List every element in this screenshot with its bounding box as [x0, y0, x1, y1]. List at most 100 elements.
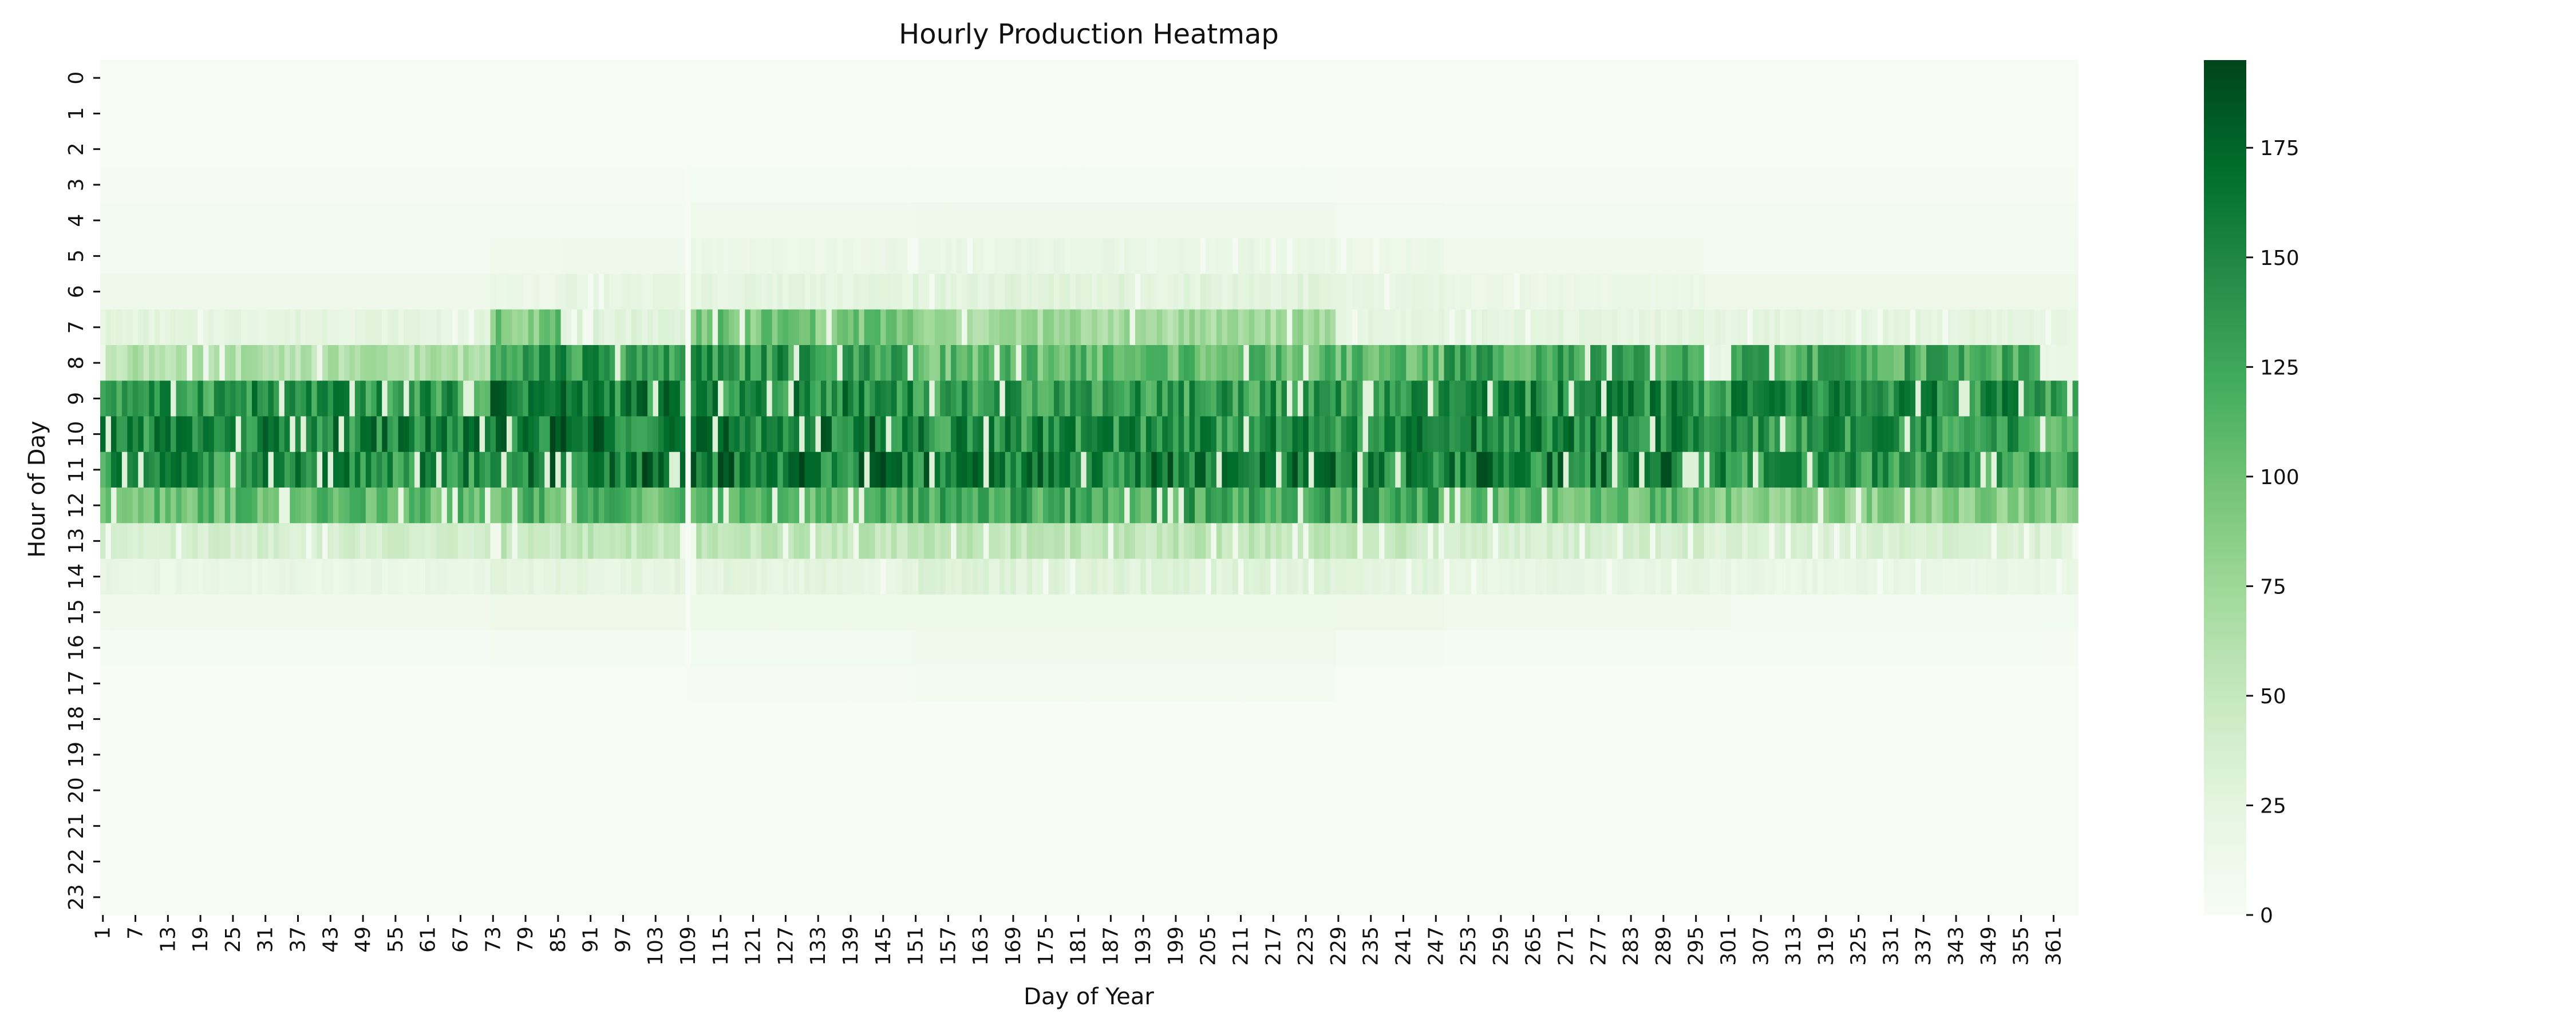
heatmap-cell: [371, 523, 377, 560]
heatmap-cell: [1156, 879, 1163, 916]
heatmap-cell: [116, 843, 123, 880]
heatmap-cell: [793, 96, 800, 132]
heatmap-cell: [940, 558, 946, 595]
heatmap-cell: [1010, 345, 1017, 381]
heatmap-cell: [815, 594, 821, 631]
heatmap-cell: [224, 238, 231, 275]
heatmap-cell: [875, 345, 881, 381]
heatmap-cell: [100, 345, 106, 381]
heatmap-cell: [187, 630, 193, 666]
heatmap-cell: [842, 167, 848, 203]
heatmap-cell: [457, 274, 464, 310]
heatmap-cell: [110, 488, 117, 524]
heatmap-cell: [962, 843, 968, 880]
heatmap-cell: [1021, 274, 1028, 310]
heatmap-cell: [690, 879, 697, 916]
heatmap-cell: [555, 238, 562, 275]
heatmap-cell: [837, 523, 843, 560]
heatmap-cell: [517, 558, 523, 595]
heatmap-cell: [810, 451, 816, 488]
heatmap-cell: [501, 381, 507, 417]
heatmap-cell: [696, 381, 702, 417]
heatmap-cell: [1010, 879, 1017, 916]
heatmap-cell: [208, 665, 215, 702]
heatmap-cell: [176, 772, 182, 809]
heatmap-cell: [772, 238, 778, 275]
heatmap-cell: [1048, 594, 1054, 631]
heatmap-cell: [187, 203, 193, 239]
heatmap-cell: [149, 451, 155, 488]
heatmap-cell: [912, 843, 919, 880]
heatmap-cell: [165, 558, 171, 595]
heatmap-cell: [1124, 630, 1131, 666]
heatmap-cell: [891, 630, 898, 666]
heatmap-cell: [929, 416, 935, 453]
heatmap-cell: [181, 488, 188, 524]
heatmap-cell: [626, 594, 632, 631]
heatmap-cell: [534, 879, 540, 916]
heatmap-cell: [658, 665, 665, 702]
heatmap-cell: [517, 416, 523, 453]
heatmap-cell: [820, 843, 827, 880]
heatmap-cell: [1092, 309, 1098, 346]
heatmap-cell: [940, 309, 946, 346]
heatmap-cell: [338, 808, 345, 845]
heatmap-cell: [907, 60, 914, 96]
heatmap-cell: [1200, 167, 1206, 203]
heatmap-cell: [826, 60, 832, 96]
heatmap-cell: [338, 345, 345, 381]
heatmap-cell: [528, 630, 534, 666]
heatmap-cell: [896, 345, 903, 381]
heatmap-cell: [171, 416, 177, 453]
heatmap-cell: [398, 345, 404, 381]
heatmap-cell: [354, 594, 361, 631]
heatmap-cell: [593, 665, 599, 702]
heatmap-cell: [235, 488, 242, 524]
heatmap-cell: [555, 416, 562, 453]
heatmap-cell: [777, 451, 784, 488]
heatmap-cell: [767, 630, 773, 666]
heatmap-cell: [1173, 167, 1179, 203]
heatmap-cell: [436, 701, 442, 738]
heatmap-cell: [750, 309, 756, 346]
heatmap-cell: [1070, 665, 1076, 702]
heatmap-cell: [441, 665, 448, 702]
heatmap-cell: [972, 416, 979, 453]
heatmap-cell: [701, 238, 708, 275]
heatmap-cell: [663, 843, 670, 880]
heatmap-cell: [848, 630, 854, 666]
heatmap-cell: [474, 523, 480, 560]
heatmap-cell: [1167, 96, 1174, 132]
heatmap-cell: [235, 345, 242, 381]
heatmap-cell: [777, 808, 784, 845]
heatmap-cell: [116, 558, 123, 595]
heatmap-cell: [121, 630, 128, 666]
heatmap-cell: [512, 523, 518, 560]
heatmap-cell: [1145, 167, 1152, 203]
heatmap-cell: [729, 238, 735, 275]
heatmap-cell: [149, 879, 155, 916]
heatmap-cell: [1162, 167, 1168, 203]
heatmap-cell: [1189, 736, 1195, 773]
heatmap-cell: [479, 131, 485, 168]
heatmap-cell: [1113, 203, 1120, 239]
heatmap-cell: [983, 203, 989, 239]
heatmap-cell: [576, 274, 583, 310]
heatmap-cell: [1097, 594, 1103, 631]
heatmap-cell: [783, 523, 789, 560]
heatmap-cell: [127, 665, 133, 702]
heatmap-cell: [441, 416, 448, 453]
heatmap-cell: [690, 594, 697, 631]
heatmap-cell: [929, 630, 935, 666]
heatmap-cell: [1108, 451, 1114, 488]
heatmap-cell: [110, 665, 117, 702]
heatmap-cell: [631, 843, 637, 880]
heatmap-cell: [1200, 416, 1206, 453]
heatmap-cell: [338, 736, 345, 773]
heatmap-cell: [745, 843, 751, 880]
heatmap-cell: [208, 203, 215, 239]
heatmap-cell: [756, 167, 762, 203]
heatmap-cell: [262, 879, 269, 916]
heatmap-cell: [685, 736, 692, 773]
heatmap-cell: [496, 96, 502, 132]
